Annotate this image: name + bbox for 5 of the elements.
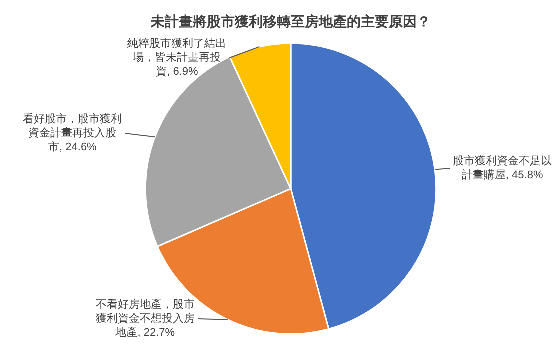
slice-label: 純粹股市獲利了結出場，皆未計畫再投資, 6.9% <box>128 37 227 78</box>
slice-label: 股市獲利資金不足以計畫購屋, 45.8% <box>453 154 552 182</box>
slice-label: 不看好房地產，股市獲利資金不想投入房地產, 22.7% <box>96 298 195 340</box>
chart-title: 未計畫將股市獲利移轉至房地產的主要原因？ <box>150 13 431 30</box>
slice-label: 看好股市，股市獲利資金計畫再投入股市, 24.6% <box>23 112 122 154</box>
